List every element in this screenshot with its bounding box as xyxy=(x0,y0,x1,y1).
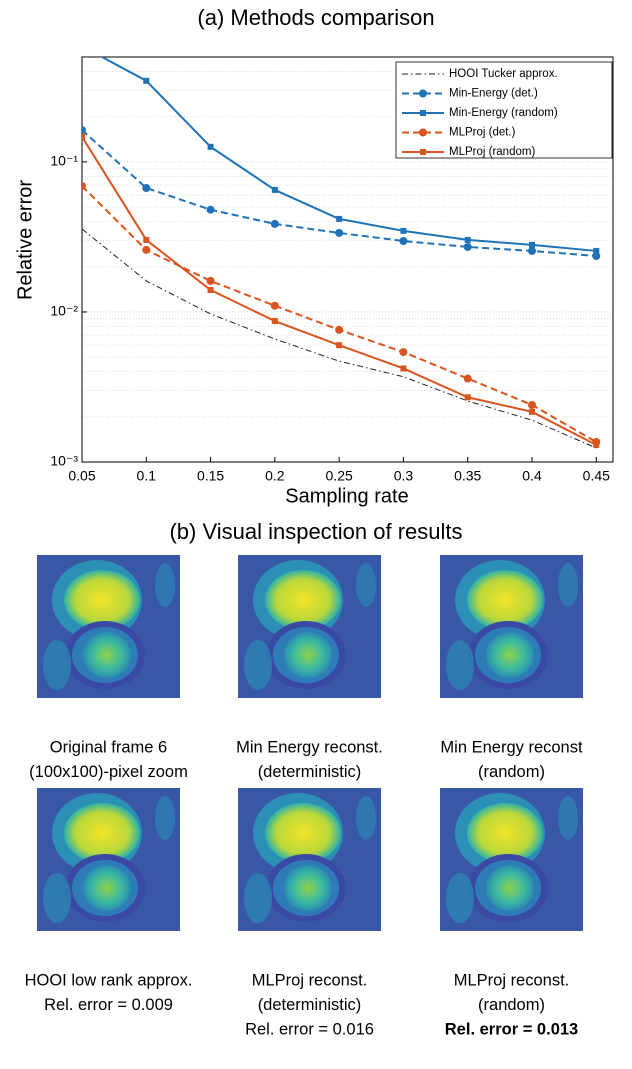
marker xyxy=(82,133,85,140)
x-tick-label: 0.05 xyxy=(68,468,95,484)
series-line xyxy=(82,185,597,443)
image-caption: Original frame 6 xyxy=(50,738,167,756)
marker xyxy=(399,237,408,246)
series-line xyxy=(82,228,597,449)
marker xyxy=(336,342,343,349)
marker xyxy=(270,219,279,228)
image-caption: Min Energy reconst. xyxy=(236,738,383,756)
marker xyxy=(143,77,150,84)
image-caption: Rel. error = 0.009 xyxy=(44,996,173,1014)
panel-title: (b) Visual inspection of results xyxy=(169,519,462,544)
marker xyxy=(206,276,215,285)
image-caption: (deterministic) xyxy=(258,996,362,1014)
marker xyxy=(419,89,427,98)
x-tick-label: 0.1 xyxy=(137,468,157,484)
marker xyxy=(593,441,600,448)
marker xyxy=(400,365,407,372)
marker xyxy=(420,110,426,116)
marker xyxy=(400,227,407,234)
marker xyxy=(142,183,151,192)
image xyxy=(440,788,583,931)
marker xyxy=(335,325,344,334)
plot-frame xyxy=(81,56,614,463)
chart-title: (a) Methods comparison xyxy=(197,5,434,30)
marker xyxy=(82,182,86,191)
y-tick-label: 10⁻² xyxy=(50,303,78,319)
legend-label: HOOI Tucker approx. xyxy=(449,68,558,80)
x-tick-label: 0.25 xyxy=(326,468,353,484)
image-caption: (random) xyxy=(478,763,545,781)
y-tick-label: 10⁻³ xyxy=(50,453,78,469)
marker xyxy=(79,43,85,49)
marker xyxy=(271,318,278,325)
marker xyxy=(336,215,343,222)
x-axis-label: Sampling rate xyxy=(285,485,408,507)
image xyxy=(37,788,180,931)
marker xyxy=(271,186,278,193)
x-tick-label: 0.3 xyxy=(394,468,414,484)
marker xyxy=(592,251,601,260)
x-tick-label: 0.35 xyxy=(454,468,481,484)
marker xyxy=(529,408,535,415)
y-axis-label: Relative error xyxy=(14,180,36,300)
image-caption: Rel. error = 0.013 xyxy=(445,1020,578,1038)
image-caption: (100x100)-pixel zoom xyxy=(29,763,188,781)
marker xyxy=(528,246,536,255)
image-caption: (deterministic) xyxy=(258,763,362,781)
marker xyxy=(142,245,151,254)
series-layer xyxy=(79,43,601,449)
image-caption: HOOI low rank approx. xyxy=(25,971,193,989)
image xyxy=(238,788,381,931)
marker xyxy=(529,241,535,248)
marker xyxy=(207,143,214,150)
legend-label: Min-Energy (random) xyxy=(449,107,558,119)
image-caption: (random) xyxy=(478,996,545,1014)
marker xyxy=(528,400,536,409)
marker xyxy=(464,394,471,401)
image-caption: Rel. error = 0.016 xyxy=(245,1020,374,1038)
marker xyxy=(463,374,472,383)
legend: HOOI Tucker approx. Min-Energy (det.) Min-… xyxy=(395,61,613,159)
marker xyxy=(206,205,215,214)
image-caption: MLProj reconst. xyxy=(252,971,368,989)
marker xyxy=(143,236,150,243)
image-caption: Min Energy reconst xyxy=(440,738,583,756)
legend-label: MLProj (det.) xyxy=(449,127,516,139)
marker xyxy=(419,128,427,137)
legend-box xyxy=(395,61,613,159)
image-grid: Original frame 6 (100x100)-pixel zoom Min … xyxy=(25,555,583,1038)
marker xyxy=(464,236,471,243)
marker xyxy=(335,228,344,237)
marker xyxy=(82,126,86,135)
legend-label: MLProj (random) xyxy=(449,146,535,158)
image xyxy=(238,555,381,698)
marker xyxy=(593,247,600,254)
x-tick-label: 0.4 xyxy=(522,468,542,484)
legend-label: Min-Energy (det.) xyxy=(449,88,538,100)
marker xyxy=(270,301,279,310)
plot: 10⁻³ 10⁻² 10⁻¹ 0.05 0.1 0.15 0.2 0.25 0.3 0.35 0.4… xyxy=(50,43,614,484)
x-tick-label: 0.15 xyxy=(197,468,224,484)
series-line xyxy=(82,136,597,446)
marker xyxy=(207,287,214,294)
y-tick-label: 10⁻¹ xyxy=(50,153,78,169)
marker xyxy=(463,242,472,251)
image-caption: MLProj reconst. xyxy=(454,971,570,989)
x-tick-label: 0.2 xyxy=(265,468,285,484)
image xyxy=(440,555,583,698)
marker xyxy=(399,348,408,357)
x-tick-label: 0.45 xyxy=(583,468,610,484)
marker xyxy=(420,149,426,155)
image xyxy=(37,555,180,698)
series-line xyxy=(82,129,597,257)
